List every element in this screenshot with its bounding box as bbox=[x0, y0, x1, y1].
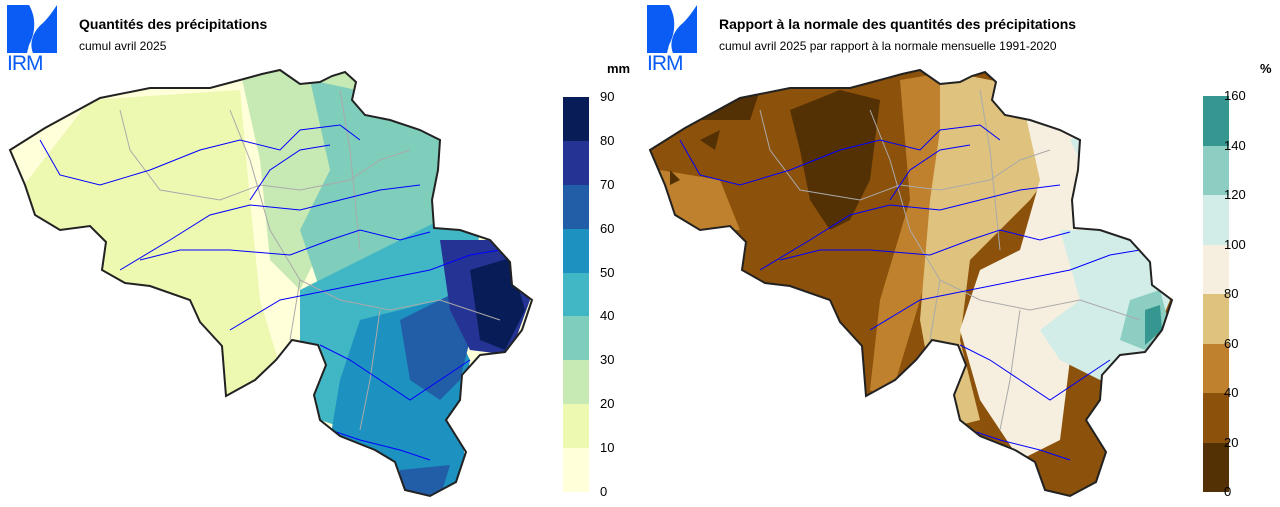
province-border bbox=[979, 89, 1001, 251]
country-outline bbox=[8, 68, 534, 498]
legend-tick-label: 0 bbox=[600, 484, 608, 499]
irm-logo-icon bbox=[7, 5, 57, 53]
river bbox=[959, 344, 1111, 401]
legend-tick-label: 20 bbox=[1224, 434, 1239, 450]
legend-swatch bbox=[1203, 145, 1229, 195]
legend-tick-label: 50 bbox=[600, 264, 615, 280]
legend-tick-label: 80 bbox=[600, 132, 615, 148]
value-region bbox=[660, 70, 970, 400]
river bbox=[249, 144, 331, 201]
legend-swatch bbox=[563, 140, 589, 185]
legend-tick-label: 70 bbox=[600, 176, 615, 192]
legend-tick-label: 60 bbox=[1224, 335, 1239, 351]
legend-swatch bbox=[1203, 294, 1229, 344]
legend-tick-label: 10 bbox=[600, 440, 615, 456]
legend-tick-label: 80 bbox=[1224, 286, 1239, 301]
province-border bbox=[869, 109, 1141, 321]
legend-swatch bbox=[1203, 343, 1229, 393]
ratio-map bbox=[648, 68, 1174, 498]
map-title: Quantités des précipitations bbox=[79, 16, 268, 32]
legend-swatch bbox=[563, 272, 589, 317]
river bbox=[889, 144, 971, 201]
river bbox=[679, 124, 1001, 186]
river bbox=[119, 184, 421, 271]
legend-swatch bbox=[563, 316, 589, 361]
logo-text: IRM bbox=[647, 52, 684, 75]
legend-swatch bbox=[563, 97, 589, 141]
legend-swatch bbox=[1203, 442, 1229, 492]
map-fill bbox=[10, 70, 532, 496]
irm-logo-icon bbox=[647, 5, 697, 53]
legend-swatch bbox=[563, 184, 589, 229]
legend-tick-label: 120 bbox=[1224, 187, 1246, 202]
legend-swatch bbox=[563, 228, 589, 273]
legend-swatch bbox=[1203, 96, 1229, 146]
country-outline bbox=[648, 68, 1174, 498]
province-border bbox=[359, 309, 381, 431]
rainfall-amount-panel: IRM Quantités des précipitations cumul a… bbox=[7, 5, 631, 499]
river bbox=[39, 124, 361, 186]
legend-swatch bbox=[563, 404, 589, 449]
province-border bbox=[999, 309, 1021, 431]
value-region bbox=[960, 90, 1140, 460]
legend-tick-label: 160 bbox=[1224, 88, 1246, 103]
map-fill bbox=[650, 70, 1172, 496]
irm-logo: IRM bbox=[647, 5, 697, 75]
river bbox=[319, 344, 471, 401]
value-region bbox=[670, 70, 880, 230]
map-subtitle: cumul avril 2025 par rapport à la normal… bbox=[719, 39, 1057, 53]
province-border bbox=[929, 279, 941, 341]
province-border bbox=[339, 89, 361, 251]
ratio-to-normal-panel: IRM Rapport à la normale des quantités d… bbox=[640, 0, 1280, 507]
legend-unit: mm bbox=[607, 61, 631, 76]
legend-tick-label: 140 bbox=[1224, 137, 1246, 153]
legend-tick-label: 40 bbox=[1224, 385, 1239, 400]
legend-tick-label: 30 bbox=[600, 352, 615, 368]
legend-tick-label: 100 bbox=[1224, 236, 1246, 252]
legend-tick-label: 60 bbox=[600, 220, 615, 236]
river bbox=[869, 249, 1141, 331]
value-region bbox=[1145, 305, 1162, 345]
river bbox=[759, 184, 1061, 271]
legend-tick-label: 0 bbox=[1224, 484, 1232, 499]
value-region bbox=[920, 70, 1060, 430]
map-subtitle: cumul avril 2025 bbox=[79, 39, 167, 53]
river bbox=[139, 229, 431, 261]
legend-swatch bbox=[1203, 195, 1229, 245]
legend-tick-label: 20 bbox=[600, 396, 615, 412]
river bbox=[329, 429, 431, 461]
river bbox=[779, 229, 1071, 261]
logo-text: IRM bbox=[7, 52, 44, 75]
legend-tick-label: 40 bbox=[600, 308, 615, 324]
legend-swatch bbox=[563, 360, 589, 405]
irm-logo: IRM bbox=[7, 5, 57, 75]
province-border bbox=[289, 279, 301, 341]
river bbox=[969, 429, 1071, 461]
legend-swatch bbox=[1203, 244, 1229, 294]
value-region bbox=[400, 290, 470, 496]
province-border bbox=[229, 109, 501, 321]
map-title: Rapport à la normale des quantités des p… bbox=[719, 16, 1077, 32]
legend-tick-label: 90 bbox=[600, 89, 615, 104]
river bbox=[229, 249, 501, 331]
legend-swatch bbox=[1203, 393, 1229, 443]
precipitation-map bbox=[8, 68, 534, 498]
legend-swatch bbox=[563, 448, 589, 492]
legend-unit: % bbox=[1260, 61, 1272, 76]
value-region bbox=[20, 90, 290, 400]
